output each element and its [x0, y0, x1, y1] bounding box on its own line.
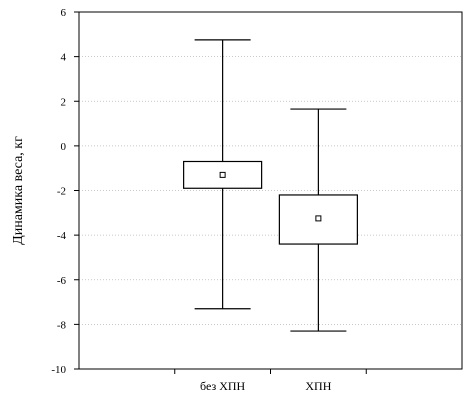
y-tick-label: 2: [61, 96, 67, 108]
box-group: [183, 39, 263, 310]
y-tick-label: -10: [51, 364, 66, 376]
y-tick-label: -2: [57, 186, 66, 198]
x-axis-ticks: без ХПН ХПН: [174, 369, 367, 393]
y-tick-label: -4: [57, 230, 67, 242]
boxes: [183, 39, 358, 332]
y-axis-ticks: -10 -8 -6 -4 -2 0 2 4 6: [51, 7, 79, 376]
y-tick-label: 0: [61, 141, 67, 153]
y-axis-title: Динамика веса, кг: [11, 136, 26, 245]
grid-lines: [79, 56, 462, 325]
y-tick-label: -6: [57, 275, 67, 287]
median-marker: [315, 215, 322, 222]
median-marker: [219, 171, 226, 178]
y-tick-label: -8: [57, 319, 67, 331]
y-tick-label: 4: [61, 52, 67, 64]
x-category-label: без ХПН: [200, 379, 245, 393]
box-group: [278, 108, 358, 332]
x-category-label: ХПН: [305, 379, 331, 393]
y-tick-label: 6: [61, 7, 67, 19]
